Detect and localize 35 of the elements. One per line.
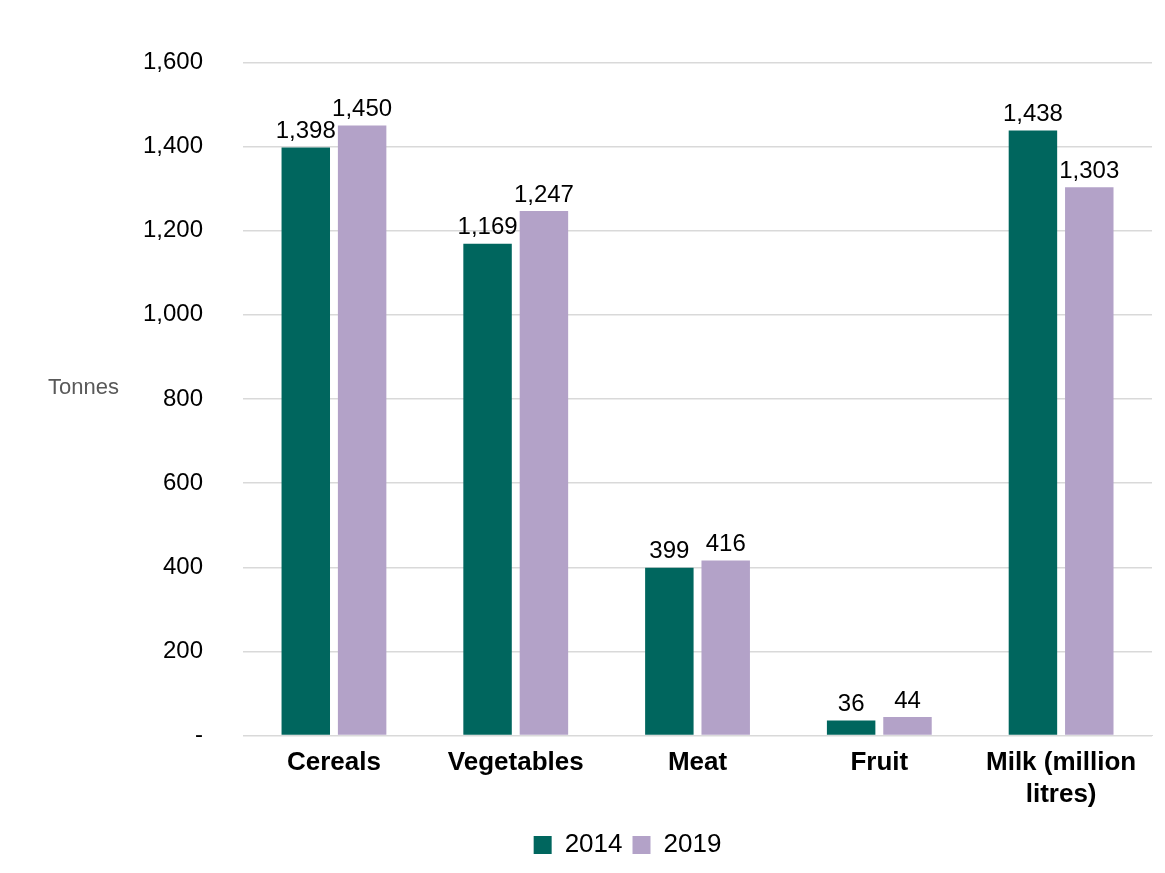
y-tick-label: 200 — [163, 636, 204, 664]
x-tick-label: Fruit — [850, 746, 909, 777]
data-label: 1,169 — [457, 212, 518, 240]
x-tick-label: Cereals — [286, 746, 381, 777]
bar — [1065, 187, 1114, 735]
data-label: 1,247 — [513, 179, 574, 207]
bar — [1008, 130, 1058, 735]
bar — [826, 720, 876, 735]
y-tick-label: 1,400 — [143, 131, 204, 159]
x-tick-label: Vegetables — [447, 746, 584, 777]
legend-label: 2014 — [564, 828, 623, 859]
y-tick-label: 600 — [163, 467, 204, 495]
y-tick-label: 1,000 — [143, 299, 204, 327]
data-label: 399 — [649, 536, 690, 564]
y-tick-label: 400 — [163, 551, 204, 579]
bar — [281, 147, 331, 735]
data-label: 416 — [705, 529, 746, 557]
y-tick-label: 800 — [163, 383, 204, 411]
y-tick-label: 1,200 — [143, 215, 204, 243]
bar — [883, 717, 932, 735]
bar — [645, 567, 694, 735]
bar — [337, 125, 387, 735]
y-tick-label: - — [195, 720, 204, 748]
bar — [701, 560, 750, 735]
bar — [519, 210, 569, 735]
x-tick-label: Meat — [667, 746, 728, 777]
x-tick-label: Milk (million litres) — [985, 746, 1137, 808]
data-label: 1,303 — [1059, 155, 1120, 183]
data-label: 1,438 — [1002, 99, 1063, 127]
y-tick-label: 1,600 — [143, 47, 204, 75]
data-label: 44 — [894, 685, 921, 713]
data-label: 36 — [837, 689, 865, 717]
bar — [463, 243, 512, 735]
legend-label: 2019 — [663, 828, 722, 859]
y-axis-title: Tonnes — [48, 374, 119, 400]
